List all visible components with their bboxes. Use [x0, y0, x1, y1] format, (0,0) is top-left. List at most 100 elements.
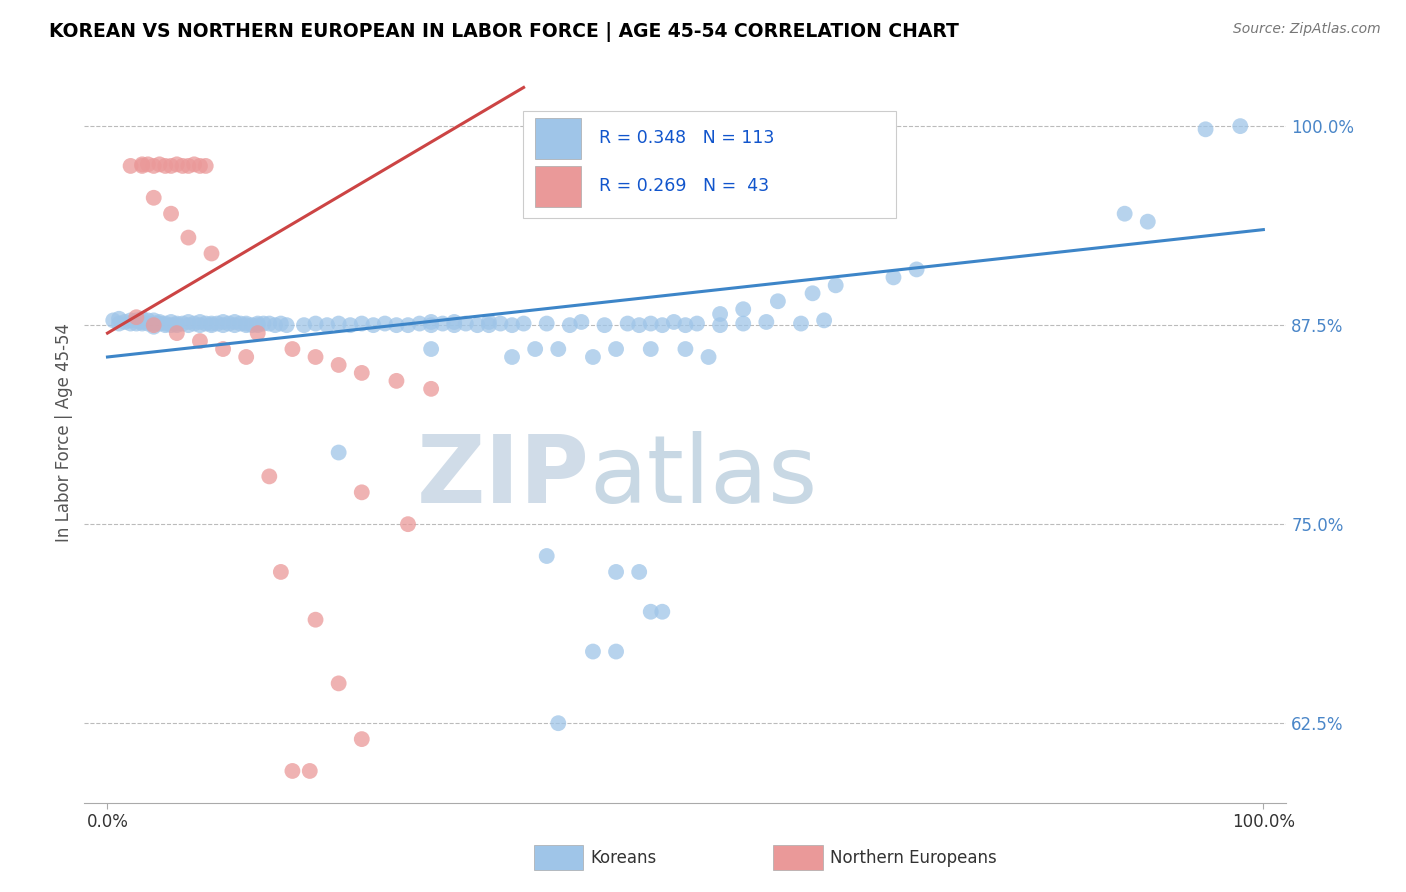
Text: Northern Europeans: Northern Europeans — [830, 849, 997, 867]
Point — [547, 342, 569, 356]
Point — [212, 318, 235, 333]
Point — [420, 318, 443, 333]
Point — [396, 318, 419, 333]
Point — [131, 317, 153, 331]
Point — [501, 318, 523, 333]
Point — [651, 318, 673, 333]
Point — [640, 605, 662, 619]
Point — [420, 315, 443, 329]
Point — [270, 565, 292, 579]
Point — [155, 317, 177, 331]
Point — [467, 318, 489, 333]
Point — [200, 246, 222, 260]
Point — [733, 317, 755, 331]
Point — [801, 286, 824, 301]
Point — [605, 342, 627, 356]
Point — [675, 342, 697, 356]
Point — [246, 318, 269, 333]
Point — [125, 317, 148, 331]
Point — [131, 311, 153, 326]
Point — [385, 374, 408, 388]
Point — [443, 318, 465, 333]
Point — [172, 317, 194, 331]
Point — [108, 311, 131, 326]
Point — [385, 318, 408, 333]
Point — [166, 317, 188, 331]
Point — [120, 313, 142, 327]
Point — [125, 313, 148, 327]
Point — [136, 157, 159, 171]
Point — [339, 318, 361, 333]
Text: R = 0.348   N = 113: R = 0.348 N = 113 — [599, 129, 775, 147]
Point — [328, 317, 350, 331]
Point — [131, 315, 153, 329]
Point — [148, 157, 170, 171]
Point — [905, 262, 928, 277]
Text: atlas: atlas — [589, 431, 817, 523]
Point — [420, 382, 443, 396]
Point — [824, 278, 846, 293]
Text: Koreans: Koreans — [591, 849, 657, 867]
Point — [131, 157, 153, 171]
Point — [281, 342, 304, 356]
Point — [188, 315, 211, 329]
Point — [246, 317, 269, 331]
Point — [766, 294, 789, 309]
Point — [675, 318, 697, 333]
Bar — [536, 166, 581, 207]
Point — [177, 230, 200, 244]
Point — [709, 307, 731, 321]
Point — [582, 644, 605, 658]
Point — [374, 317, 396, 331]
Point — [264, 318, 287, 333]
Point — [142, 313, 165, 327]
Point — [194, 159, 217, 173]
Point — [281, 764, 304, 778]
Point — [478, 315, 501, 329]
Text: Source: ZipAtlas.com: Source: ZipAtlas.com — [1233, 22, 1381, 37]
Point — [593, 318, 616, 333]
Point — [454, 317, 477, 331]
Point — [605, 565, 627, 579]
Point — [200, 317, 222, 331]
Point — [235, 317, 257, 331]
Point — [558, 318, 581, 333]
Point — [252, 317, 274, 331]
Point — [755, 315, 778, 329]
Point — [177, 318, 200, 333]
Point — [172, 159, 194, 173]
Point — [651, 605, 673, 619]
Point — [408, 317, 430, 331]
Point — [114, 315, 136, 329]
Point — [328, 358, 350, 372]
Text: ZIP: ZIP — [416, 431, 589, 523]
Point — [120, 159, 142, 173]
Point — [259, 469, 281, 483]
Point — [628, 565, 651, 579]
Text: KOREAN VS NORTHERN EUROPEAN IN LABOR FORCE | AGE 45-54 CORRELATION CHART: KOREAN VS NORTHERN EUROPEAN IN LABOR FOR… — [49, 22, 959, 42]
Point — [142, 317, 165, 331]
Point — [177, 315, 200, 329]
Point — [259, 317, 281, 331]
Point — [212, 342, 235, 356]
Point — [142, 191, 165, 205]
Point — [224, 318, 246, 333]
Point — [363, 318, 385, 333]
Point — [662, 315, 685, 329]
Point — [207, 317, 229, 331]
Point — [177, 159, 200, 173]
Point — [188, 318, 211, 333]
Point — [200, 318, 222, 333]
Point — [686, 317, 709, 331]
Point — [142, 159, 165, 173]
Point — [298, 764, 321, 778]
Point — [524, 342, 547, 356]
Point — [229, 317, 252, 331]
Point — [108, 317, 131, 331]
Point — [148, 317, 170, 331]
Point — [246, 326, 269, 340]
Point — [304, 613, 326, 627]
Point — [183, 157, 205, 171]
Point — [148, 315, 170, 329]
Point — [501, 350, 523, 364]
